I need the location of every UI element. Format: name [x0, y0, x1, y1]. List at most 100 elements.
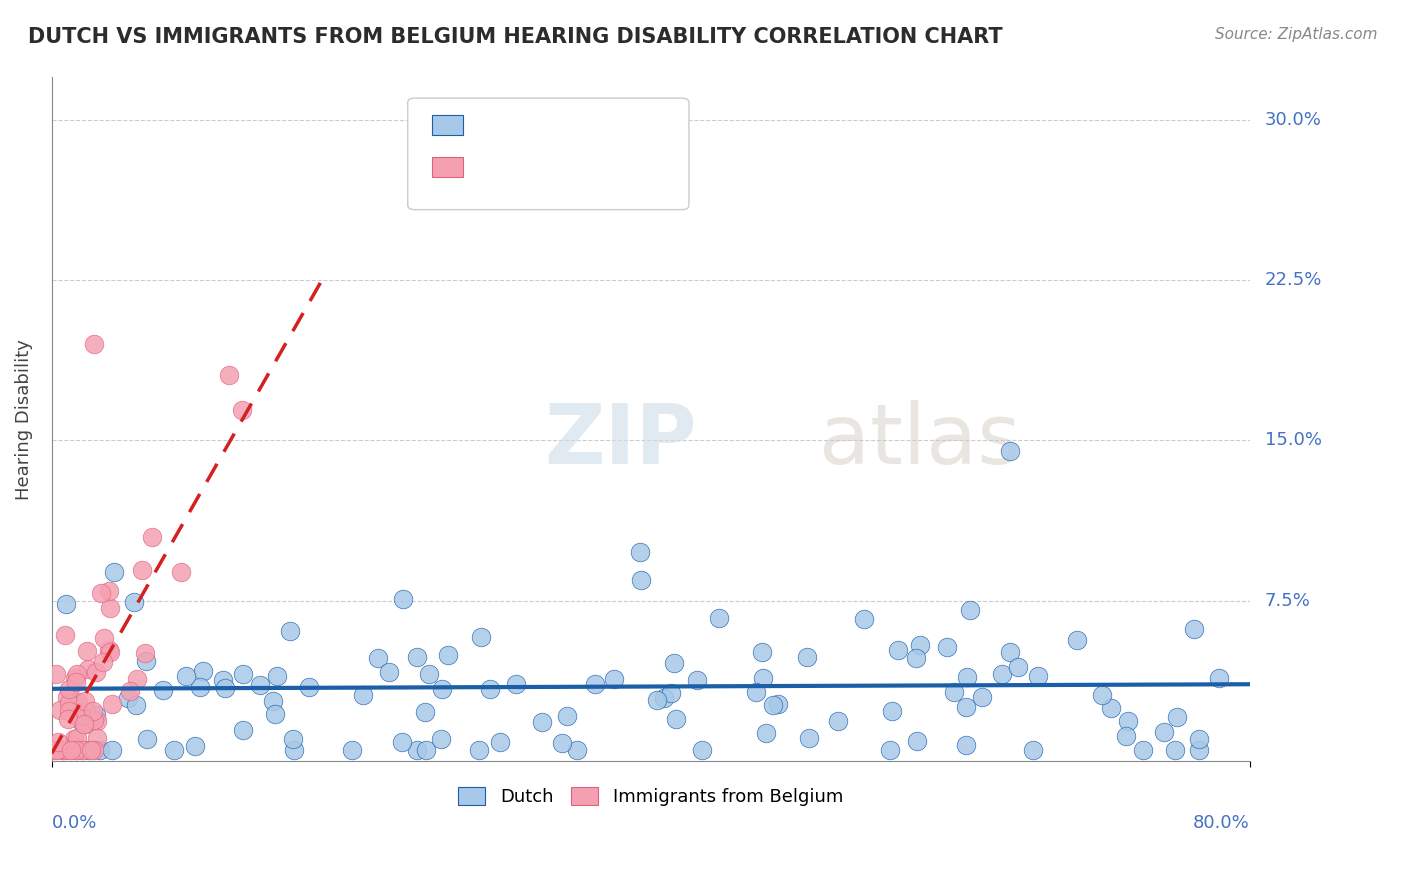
Point [76, 644, 98, 658]
Point [1115, 729, 1137, 743]
Point [278, 624, 301, 639]
Point [125, 672, 148, 686]
Point [65, 743, 87, 757]
Point [52, 743, 75, 757]
Y-axis label: Hearing Disability: Hearing Disability [15, 339, 32, 500]
Point [83, 743, 105, 757]
Point [46, 743, 69, 757]
Point [991, 667, 1014, 681]
Point [1007, 660, 1029, 674]
Point [879, 743, 901, 757]
Point [262, 694, 284, 708]
Point [266, 669, 288, 683]
Point [82, 704, 104, 718]
Point [72, 743, 94, 757]
Point [58, 696, 80, 710]
Point [56, 712, 79, 726]
Point [174, 669, 197, 683]
Point [880, 704, 903, 718]
Point [1188, 743, 1211, 757]
Point [101, 697, 124, 711]
Point [44, 743, 66, 757]
Point [97, 642, 120, 657]
Point [184, 739, 207, 753]
Point [77, 743, 100, 757]
Point [1132, 743, 1154, 757]
Text: R =: R = [474, 119, 508, 136]
Text: 62: 62 [612, 161, 637, 178]
Point [505, 677, 527, 691]
Point [152, 683, 174, 698]
Point [707, 611, 730, 625]
Point [163, 743, 186, 757]
Point [565, 743, 588, 757]
Point [905, 651, 928, 665]
Point [956, 670, 979, 684]
Point [565, 167, 588, 181]
Point [652, 690, 675, 705]
Point [751, 645, 773, 659]
Point [66, 695, 89, 709]
Point [827, 714, 849, 729]
Point [955, 738, 977, 752]
Point [1099, 701, 1122, 715]
Point [101, 743, 124, 757]
Point [53, 628, 76, 642]
Point [281, 732, 304, 747]
Point [63, 731, 86, 746]
Text: 80.0%: 80.0% [1192, 814, 1250, 832]
Point [66, 667, 89, 681]
Point [942, 685, 965, 699]
Point [555, 709, 578, 723]
Point [1188, 732, 1211, 747]
Point [76, 662, 98, 676]
Point [170, 566, 193, 580]
Point [1066, 632, 1088, 647]
Point [797, 731, 820, 746]
Point [467, 743, 489, 757]
Point [430, 732, 453, 747]
Point [80, 743, 103, 757]
Text: 108: 108 [612, 119, 650, 136]
Point [46, 735, 69, 749]
Point [630, 573, 652, 587]
Point [218, 368, 240, 382]
Point [955, 700, 977, 714]
Point [583, 676, 606, 690]
Text: R =: R = [474, 161, 508, 178]
Point [72, 717, 94, 731]
Point [415, 743, 437, 757]
Point [231, 402, 253, 417]
Point [56, 743, 79, 757]
Point [120, 683, 142, 698]
Point [83, 713, 105, 727]
Point [908, 638, 931, 652]
Point [391, 591, 413, 606]
Point [49, 703, 72, 717]
Point [659, 686, 682, 700]
Text: 22.5%: 22.5% [1264, 271, 1322, 289]
Point [413, 706, 436, 720]
Text: ZIP: ZIP [544, 400, 697, 481]
Point [755, 726, 778, 740]
Point [603, 672, 626, 686]
Point [98, 584, 121, 599]
Point [959, 603, 981, 617]
Point [65, 743, 87, 757]
Point [84, 708, 107, 723]
Point [551, 737, 574, 751]
Point [488, 734, 510, 748]
Point [214, 681, 236, 696]
Point [66, 731, 89, 745]
Point [665, 712, 688, 726]
Point [75, 716, 97, 731]
Point [131, 563, 153, 577]
Point [59, 743, 82, 757]
Text: 30.0%: 30.0% [1264, 112, 1322, 129]
Point [86, 714, 108, 729]
Point [405, 743, 427, 757]
Point [1208, 671, 1230, 685]
Point [135, 654, 157, 668]
Point [60, 739, 83, 754]
Point [391, 735, 413, 749]
